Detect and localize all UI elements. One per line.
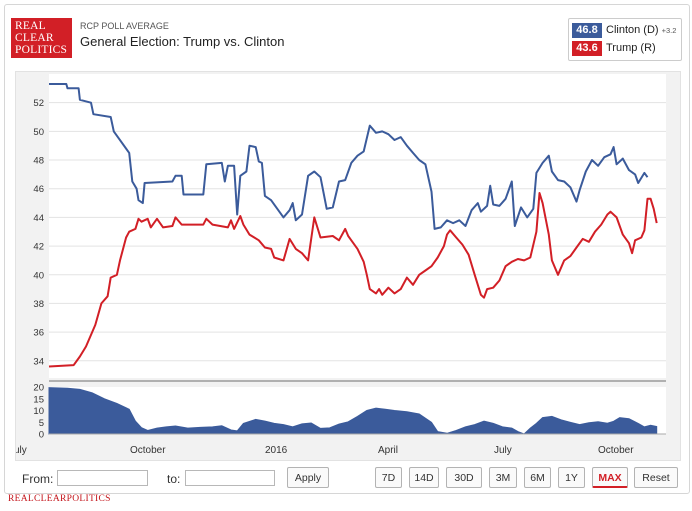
to-label: to: <box>167 472 181 486</box>
logo-line-1: REAL <box>15 20 46 32</box>
series-line-trump <box>48 192 658 368</box>
range-button-30d[interactable]: 30D <box>446 467 482 488</box>
footer-brand: REALCLEARPOLITICS <box>8 494 111 504</box>
range-button-6m[interactable]: 6M <box>524 467 551 488</box>
x-tick-label: uly <box>16 445 27 456</box>
logo-line-2: CLEAR <box>15 32 54 44</box>
series-line-clinton <box>49 83 649 230</box>
y-tick-label: 36 <box>33 328 44 339</box>
y-tick-label: 46 <box>33 184 44 195</box>
navigator-area <box>48 387 658 435</box>
clinton-label: Clinton (D) <box>606 24 659 36</box>
range-button-7d[interactable]: 7D <box>375 467 402 488</box>
y-tick-label: 34 <box>33 356 44 367</box>
logo-line-3: POLITICS <box>15 44 68 56</box>
y-tick-label: 52 <box>33 98 44 109</box>
nav-y-tick-label: 5 <box>39 418 44 429</box>
nav-y-tick-label: 15 <box>33 394 44 405</box>
legend-row-trump[interactable]: 43.6 Trump (R) <box>572 40 656 56</box>
x-tick-label: October <box>130 445 166 456</box>
trump-value-badge: 43.6 <box>572 40 602 56</box>
rcp-logo[interactable]: REAL CLEAR POLITICS <box>11 18 72 58</box>
range-button-1y[interactable]: 1Y <box>558 467 585 488</box>
x-tick-label: 2016 <box>265 445 288 456</box>
legend-row-clinton[interactable]: 46.8 Clinton (D) +3.2 <box>572 22 676 38</box>
widget-title: General Election: Trump vs. Clinton <box>80 34 285 49</box>
nav-y-tick-label: 20 <box>33 383 44 394</box>
y-tick-label: 50 <box>33 127 44 138</box>
from-date-input[interactable] <box>57 470 148 486</box>
range-button-3m[interactable]: 3M <box>489 467 517 488</box>
clinton-spread: +3.2 <box>661 25 677 35</box>
trump-label: Trump (R) <box>606 42 656 54</box>
nav-y-tick-label: 0 <box>39 430 44 441</box>
x-tick-label: July <box>494 445 512 456</box>
nav-y-tick-label: 10 <box>33 406 44 417</box>
date-range-controls: From: to: Apply 7D 14D 30D 3M 6M 1Y MAX Reset <box>5 467 689 493</box>
clinton-value-badge: 46.8 <box>572 22 602 38</box>
x-tick-label: October <box>598 445 634 456</box>
reset-button[interactable]: Reset <box>634 467 678 488</box>
to-date-input[interactable] <box>185 470 275 486</box>
from-label: From: <box>22 472 54 486</box>
y-tick-label: 42 <box>33 242 44 253</box>
x-tick-label: April <box>378 445 398 456</box>
y-tick-label: 44 <box>33 213 44 224</box>
y-tick-label: 48 <box>33 156 44 167</box>
legend: 46.8 Clinton (D) +3.2 43.6 Trump (R) <box>568 18 682 61</box>
y-tick-label: 40 <box>33 270 44 281</box>
range-button-14d[interactable]: 14D <box>409 467 439 488</box>
poll-widget: REAL CLEAR POLITICS RCP POLL AVERAGE Gen… <box>4 4 690 494</box>
widget-subtitle: RCP POLL AVERAGE <box>80 21 169 31</box>
range-button-max[interactable]: MAX <box>592 467 628 488</box>
apply-button[interactable]: Apply <box>287 467 329 488</box>
y-tick-label: 38 <box>33 299 44 310</box>
